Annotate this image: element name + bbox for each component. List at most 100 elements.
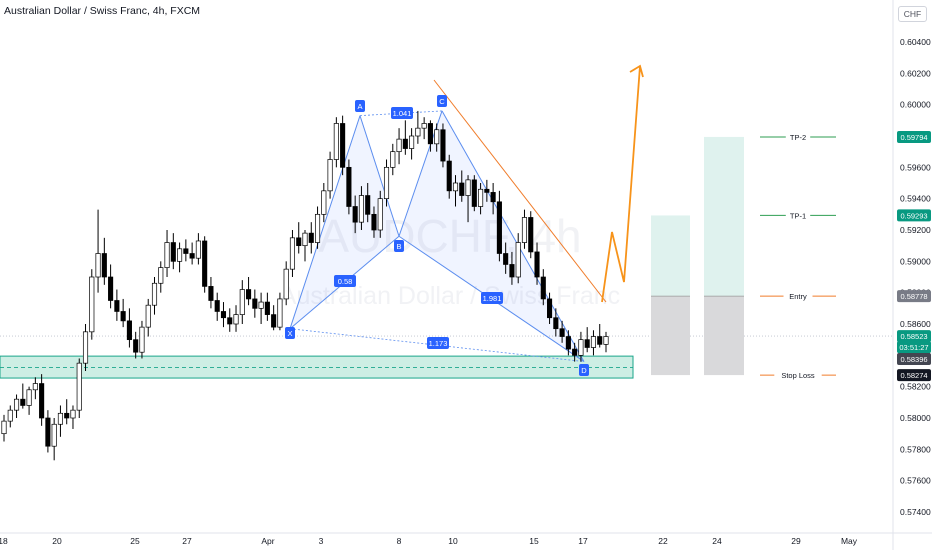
pattern-leg xyxy=(289,115,361,329)
candle xyxy=(484,179,490,202)
candle xyxy=(120,298,126,328)
candle-body-down xyxy=(39,383,45,419)
chart-title: Australian Dollar / Swiss Franc, 4h, FXC… xyxy=(4,5,201,17)
pattern-leg xyxy=(441,110,585,362)
candle xyxy=(195,233,201,265)
candle-body-up xyxy=(139,326,145,353)
price-tick-label: 0.60400 xyxy=(900,37,931,47)
candle-body-down xyxy=(402,138,408,149)
candle-body-down xyxy=(227,317,233,325)
price-tag-entry: 0.58778 xyxy=(897,290,931,303)
candle xyxy=(509,251,515,285)
candle xyxy=(553,308,559,337)
projection-path[interactable] xyxy=(601,65,641,303)
candle xyxy=(547,292,553,324)
candle xyxy=(440,123,446,168)
badge-text: B xyxy=(396,242,401,251)
candle-body-up xyxy=(578,339,584,356)
level-tp-1[interactable]: TP-1 xyxy=(760,210,836,221)
candle-body-down xyxy=(346,166,352,207)
candle xyxy=(82,324,89,371)
level-stop-loss[interactable]: Stop Loss xyxy=(760,370,836,381)
candle-body-down xyxy=(597,336,603,345)
candle xyxy=(101,237,107,285)
candle xyxy=(45,410,51,453)
candle-body-down xyxy=(440,129,446,162)
level-tp-2[interactable]: TP-2 xyxy=(760,131,836,142)
time-axis[interactable]: 18 20 25 27 Apr 3 8 10 15 17 22 24 29 May xyxy=(0,532,932,546)
level-label: Stop Loss xyxy=(781,371,815,380)
price-tag-text: 03:51:27 xyxy=(899,343,928,352)
candle xyxy=(126,308,132,348)
candle-body-up xyxy=(151,282,158,306)
candle xyxy=(208,277,214,309)
price-tag-bg xyxy=(897,130,931,143)
pattern-badge: 1.041 xyxy=(391,107,413,119)
candle-body-down xyxy=(183,248,189,254)
candle xyxy=(327,151,333,199)
level-label-bg xyxy=(774,370,822,381)
badge-bg xyxy=(391,107,413,119)
price-tick-label: 0.59400 xyxy=(900,194,931,204)
candle-body-up xyxy=(358,195,364,223)
candle xyxy=(139,320,145,359)
price-tag-bg xyxy=(897,330,931,343)
candle-body-down xyxy=(220,311,227,319)
price-tick-label: 0.58200 xyxy=(900,382,931,392)
candle-body-down xyxy=(202,240,208,287)
level-entry[interactable]: Entry xyxy=(760,291,836,302)
candle-body-down xyxy=(20,398,26,406)
candle-body-up xyxy=(26,389,32,406)
candle xyxy=(597,324,603,348)
candle-body-down xyxy=(471,179,477,207)
level-label-bg xyxy=(785,210,811,221)
badge-text: 0.58 xyxy=(338,277,353,286)
candle xyxy=(308,222,314,254)
drawings[interactable] xyxy=(433,64,644,303)
candle xyxy=(584,327,590,353)
candle-body-up xyxy=(283,268,289,300)
candle-body-down xyxy=(114,300,120,312)
candle xyxy=(70,405,76,429)
demand-zone[interactable] xyxy=(0,355,634,379)
candle xyxy=(390,143,396,176)
tp2-profit-box[interactable] xyxy=(704,136,744,297)
tp1-profit-box[interactable] xyxy=(651,215,690,297)
candle xyxy=(396,128,402,165)
harmonic-pattern[interactable] xyxy=(289,110,585,363)
candle xyxy=(214,292,220,321)
price-tick-label: 0.59200 xyxy=(900,225,931,235)
candle xyxy=(540,269,546,306)
candle-body-up xyxy=(195,240,201,259)
time-tick-label: 18 xyxy=(0,536,8,546)
resistance-trendline[interactable] xyxy=(433,79,607,303)
candle xyxy=(183,239,189,262)
projection-arrowhead xyxy=(629,64,644,78)
candle xyxy=(340,115,346,176)
candle xyxy=(51,418,57,461)
pattern-ratio-line xyxy=(289,328,585,362)
candle-body-up xyxy=(51,423,57,447)
time-tick-label: 10 xyxy=(448,536,458,546)
candle-body-down xyxy=(133,339,139,353)
candle-body-down xyxy=(459,182,465,196)
price-axis[interactable]: 0.604000.602000.600000.598000.596000.594… xyxy=(892,0,931,550)
candle xyxy=(239,280,245,324)
pattern-badge: C xyxy=(437,95,447,107)
tp1-risk-box[interactable] xyxy=(651,296,690,376)
price-tag-tp1: 0.59293 xyxy=(897,209,931,222)
candle xyxy=(471,175,477,212)
candle xyxy=(296,222,302,254)
price-tick-label: 0.57400 xyxy=(900,507,931,517)
candle xyxy=(277,292,283,331)
tp2-risk-box[interactable] xyxy=(704,296,744,376)
candle-body-up xyxy=(233,314,239,325)
candle xyxy=(189,242,195,265)
candle xyxy=(151,277,158,315)
candle-body-down xyxy=(170,242,176,262)
candle xyxy=(590,330,597,356)
currency-selector[interactable]: CHF xyxy=(898,6,927,22)
candle xyxy=(1,414,7,442)
level-lines[interactable]: TP-2 TP-1 Entry Stop Loss xyxy=(760,131,836,381)
